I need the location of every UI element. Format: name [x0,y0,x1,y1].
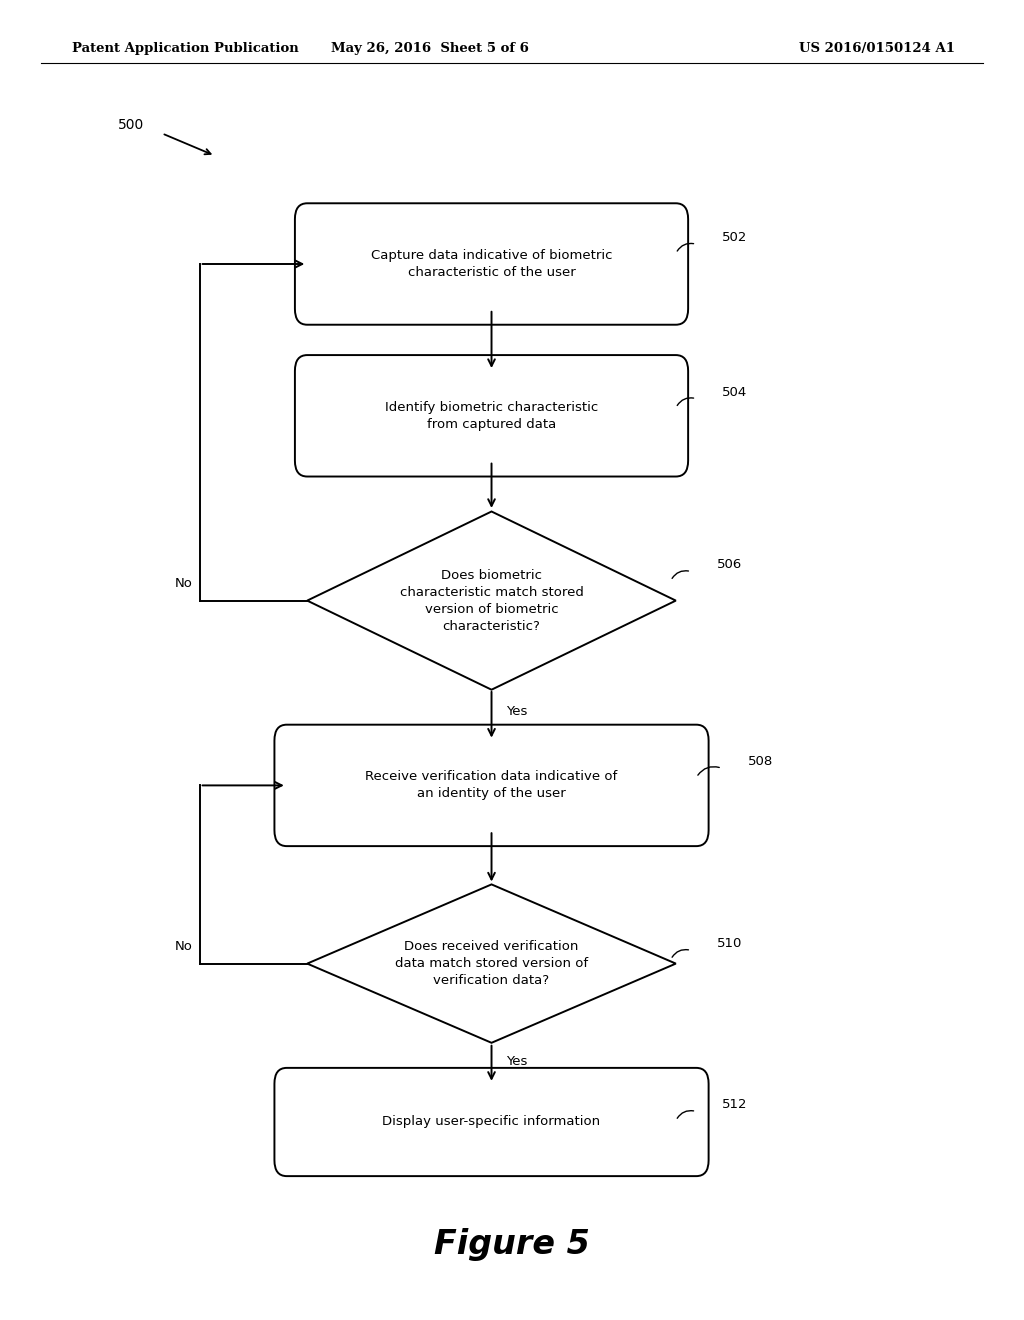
Text: 510: 510 [717,937,742,950]
Text: 500: 500 [118,119,144,132]
Text: Capture data indicative of biometric
characteristic of the user: Capture data indicative of biometric cha… [371,249,612,279]
Text: Yes: Yes [506,1055,527,1068]
Text: 504: 504 [722,385,748,399]
FancyBboxPatch shape [295,203,688,325]
Text: 508: 508 [748,755,773,768]
Text: No: No [175,940,193,953]
Text: 502: 502 [722,231,748,244]
Text: Does biometric
characteristic match stored
version of biometric
characteristic?: Does biometric characteristic match stor… [399,569,584,632]
Text: May 26, 2016  Sheet 5 of 6: May 26, 2016 Sheet 5 of 6 [331,42,529,54]
Text: 506: 506 [717,558,742,572]
Text: No: No [175,577,193,590]
Text: Patent Application Publication: Patent Application Publication [72,42,298,54]
FancyBboxPatch shape [295,355,688,477]
Text: Display user-specific information: Display user-specific information [382,1115,601,1129]
Polygon shape [307,884,676,1043]
Text: US 2016/0150124 A1: US 2016/0150124 A1 [799,42,954,54]
Text: 512: 512 [722,1098,748,1111]
Text: Figure 5: Figure 5 [434,1228,590,1262]
Text: Receive verification data indicative of
an identity of the user: Receive verification data indicative of … [366,771,617,800]
FancyBboxPatch shape [274,725,709,846]
Text: Yes: Yes [506,705,527,718]
Polygon shape [307,511,676,689]
Text: Does received verification
data match stored version of
verification data?: Does received verification data match st… [395,940,588,987]
Text: Identify biometric characteristic
from captured data: Identify biometric characteristic from c… [385,401,598,430]
FancyBboxPatch shape [274,1068,709,1176]
